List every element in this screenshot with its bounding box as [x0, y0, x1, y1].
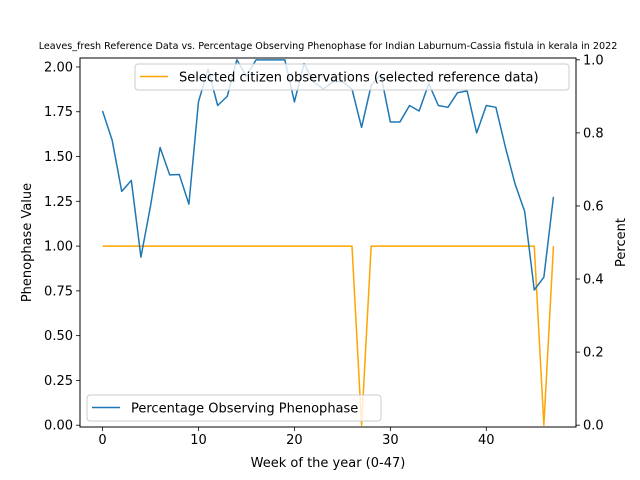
y-left-tick-label-6: 1.50 — [44, 150, 73, 165]
x-axis: 0 10 20 30 40 — [98, 427, 495, 448]
legend-lower: Percentage Observing Phenophase — [86, 394, 382, 422]
y-left-tick-label-2: 0.50 — [44, 329, 73, 344]
x-tick-label-0: 0 — [98, 433, 106, 448]
y-left-tick-label-4: 1.00 — [44, 240, 73, 255]
y-left-tick-label-5: 1.25 — [44, 195, 73, 210]
y-right-tick-label-0: 0.0 — [583, 419, 604, 434]
x-tick-label-1: 10 — [190, 433, 207, 448]
y-right-tick-label-4: 0.8 — [583, 126, 604, 141]
legend-upper-label: Selected citizen observations (selected … — [179, 71, 539, 86]
y-left-tick-label-8: 2.00 — [44, 60, 73, 75]
y-axis-label-right: Percent — [614, 218, 629, 267]
y-left-tick-label-7: 1.75 — [44, 105, 73, 120]
y-left-tick-label-3: 0.75 — [44, 284, 73, 299]
y-right-tick-label-3: 0.6 — [583, 199, 604, 214]
x-tick-label-4: 40 — [478, 433, 495, 448]
x-axis-label: Week of the year (0-47) — [251, 456, 406, 471]
plot-frame — [79, 57, 577, 428]
legend-upper: Selected citizen observations (selected … — [134, 63, 570, 91]
y-axis-left: 0.00 0.25 0.50 0.75 1.00 1.25 1.50 1.75 2.00 — [44, 60, 80, 434]
y-right-tick-label-2: 0.4 — [583, 273, 604, 288]
legend-upper-box — [134, 63, 570, 91]
y-axis-right: 0.0 0.2 0.4 0.6 0.8 1.0 — [576, 53, 604, 434]
series-line-0 — [102, 245, 555, 426]
series-line-1 — [101, 59, 555, 291]
y-left-tick-label-0: 0.00 — [44, 419, 73, 434]
y-right-tick-label-5: 1.0 — [583, 53, 604, 68]
y-left-tick-label-1: 0.25 — [44, 374, 73, 389]
legend-lower-label: Percentage Observing Phenophase — [131, 402, 358, 417]
series-lines — [101, 59, 555, 426]
y-right-tick-label-1: 0.2 — [583, 346, 604, 361]
y-axis-label-left: Phenophase Value — [20, 183, 35, 302]
x-tick-label-3: 30 — [382, 433, 399, 448]
legend-lower-box — [86, 394, 382, 422]
chart-title: Leaves_fresh Reference Data vs. Percenta… — [39, 41, 618, 52]
x-tick-label-2: 20 — [286, 433, 303, 448]
